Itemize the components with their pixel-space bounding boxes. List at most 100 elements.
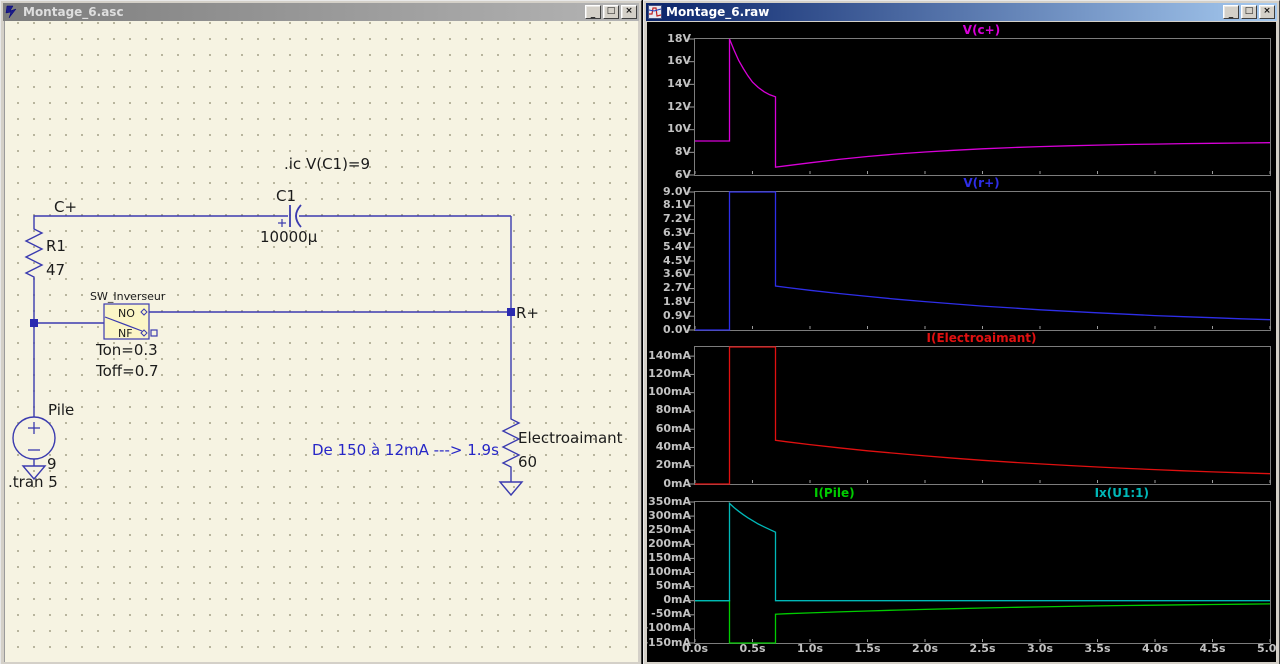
trace-Ix(U1:1) <box>695 501 1270 602</box>
pane-title-row: V(c+) <box>694 22 1269 38</box>
x-tick-label: 1.0s <box>796 642 824 655</box>
y-tick-label: 100mA <box>648 565 691 578</box>
y-tick-label: 120mA <box>648 366 691 380</box>
y-tick-label: 3.6V <box>663 267 691 281</box>
ltspice-schematic-icon <box>5 5 17 19</box>
plot-surface[interactable] <box>689 501 1271 644</box>
load-name-label[interactable]: Electroaimant <box>518 429 623 447</box>
trace-name-label[interactable]: V(r+) <box>963 176 1000 190</box>
schematic-canvas[interactable]: C+ R1 47 .ic V(C1)=9 C1 10000µ SW_Invers… <box>4 21 638 662</box>
y-tick-label: 250mA <box>648 522 691 536</box>
resistor-r1[interactable] <box>24 226 44 281</box>
pane-title-row: I(Pile) Ix(U1:1) <box>694 485 1269 501</box>
maximize-button[interactable]: □ <box>603 5 619 19</box>
y-axis-labels: 140mA 120mA 100mA 80mA 60mA 40mA 20mA 0mA <box>647 330 693 490</box>
ic-directive-label[interactable]: .ic V(C1)=9 <box>284 155 370 173</box>
x-axis-labels: 0.0s 0.5s 1.0s 1.5s 2.0s 2.5s 3.0s 3.5s 4.0s 4.5s… <box>647 642 1276 658</box>
comment-label[interactable]: De 150 à 12mA ---> 1.9s <box>312 441 499 459</box>
pile-value-label[interactable]: 9 <box>47 455 57 473</box>
y-tick-label: 6.3V <box>663 225 691 239</box>
y-tick-label: 20mA <box>655 458 691 472</box>
pane-title-row: I(Electroaimant) <box>694 330 1269 346</box>
waveform-plot-area[interactable]: V(c+) 18V 16V 14V 12V 10V 8V 6V V(r+) 9.0V 8.1V… <box>647 22 1276 662</box>
voltage-source-body[interactable] <box>12 416 56 460</box>
minimize-button[interactable]: _ <box>1223 5 1239 19</box>
switch-name-label[interactable]: SW_Inverseur <box>90 290 166 303</box>
y-tick-label: -50mA <box>651 607 691 621</box>
y-tick-label: 18V <box>667 31 691 45</box>
y-tick-label: 0.0V <box>663 322 691 336</box>
plot-pane-ielectro: I(Electroaimant) 140mA 120mA 100mA 80mA 60mA… <box>647 330 1276 490</box>
y-tick-label: 0mA <box>663 593 691 607</box>
waveform-icon <box>648 5 662 19</box>
net-label-c-plus[interactable]: C+ <box>54 198 77 216</box>
r1-name-label[interactable]: R1 <box>46 237 66 255</box>
y-tick-label: 9.0V <box>663 184 691 198</box>
close-button[interactable]: × <box>1259 5 1275 19</box>
capacitor-c1[interactable] <box>278 204 302 228</box>
y-tick-label: 1.8V <box>663 294 691 308</box>
voltage-source-pile[interactable] <box>12 416 56 460</box>
waveform-window: Montage_6.raw _ □ × V(c+) 18V 16V 14V 12V 10… <box>643 0 1280 664</box>
y-tick-label: 6V <box>674 167 691 181</box>
r1-value-label[interactable]: 47 <box>46 261 65 279</box>
switch-pin-nf-marker <box>140 329 148 337</box>
trace-V(r+) <box>695 191 1271 331</box>
ground-symbol-load[interactable] <box>498 481 524 497</box>
close-button[interactable]: × <box>621 5 637 19</box>
resistor-electroaimant-body[interactable] <box>501 416 521 471</box>
y-axis-labels: 18V 16V 14V 12V 10V 8V 6V <box>647 22 693 181</box>
schematic-window-titlebar[interactable]: Montage_6.asc _ □ × <box>3 3 639 21</box>
trace-name-label[interactable]: I(Electroaimant) <box>926 331 1037 345</box>
trace-name-label[interactable]: I(Pile) <box>813 486 855 500</box>
trace-name-label[interactable]: Ix(U1:1) <box>1094 486 1149 500</box>
switch-ton-label[interactable]: Ton=0.3 <box>95 341 158 359</box>
y-tick-label: 200mA <box>648 536 691 550</box>
x-tick-label: 3.5s <box>1084 642 1111 655</box>
plot-surface[interactable] <box>689 346 1271 485</box>
y-axis-labels: 9.0V 8.1V 7.2V 6.3V 5.4V 4.5V 3.6V 2.7V 1.8V 0.9V… <box>647 175 693 336</box>
net-label-r-plus[interactable]: R+ <box>516 304 539 322</box>
plot-surface[interactable] <box>689 38 1271 176</box>
y-tick-label: 350mA <box>648 494 691 508</box>
plot-pane-vc: V(c+) 18V 16V 14V 12V 10V 8V 6V <box>647 22 1276 181</box>
trace-name-label[interactable]: V(c+) <box>962 23 1001 37</box>
plot-pane-vr: V(r+) 9.0V 8.1V 7.2V 6.3V 5.4V 4.5V 3.6V 2.7V 1.… <box>647 175 1276 336</box>
c1-value-label[interactable]: 10000µ <box>260 228 318 246</box>
minimize-button[interactable]: _ <box>585 5 601 19</box>
pile-name-label[interactable]: Pile <box>48 401 74 419</box>
y-tick-label: -100mA <box>647 621 691 635</box>
switch-lever <box>104 316 143 332</box>
switch-pin-no-marker <box>140 308 148 316</box>
maximize-button[interactable]: □ <box>1241 5 1257 19</box>
y-tick-label: -150mA <box>647 635 691 649</box>
y-tick-label: 10V <box>667 122 691 136</box>
pane-title-row: V(r+) <box>694 175 1269 191</box>
waveform-window-title: Montage_6.raw <box>666 5 770 19</box>
trace-V(c+) <box>695 38 1271 168</box>
y-tick-label: 50mA <box>655 579 691 593</box>
plot-surface[interactable] <box>689 191 1271 331</box>
wire-top-left[interactable] <box>33 215 288 226</box>
y-tick-label: 5.4V <box>663 239 691 253</box>
trace-I(Electroaimant) <box>695 346 1271 485</box>
c1-name-label[interactable]: C1 <box>276 187 296 205</box>
x-tick-label: 4.5s <box>1199 642 1226 655</box>
plot-pane-ipile: I(Pile) Ix(U1:1) 350mA 300mA 250mA 200mA 150m… <box>647 485 1276 649</box>
switch-toff-label[interactable]: Toff=0.7 <box>95 362 159 380</box>
switch-sw-inverseur[interactable] <box>103 303 158 340</box>
y-tick-label: 100mA <box>648 385 691 399</box>
y-tick-label: 16V <box>667 54 691 68</box>
ground-symbol-pile[interactable] <box>21 465 47 481</box>
y-tick-label: 2.7V <box>663 281 691 295</box>
load-value-label[interactable]: 60 <box>518 453 537 471</box>
waveform-window-titlebar[interactable]: Montage_6.raw _ □ × <box>646 3 1277 21</box>
resistor-r1-body[interactable] <box>24 226 44 281</box>
y-tick-label: 60mA <box>655 421 691 435</box>
y-tick-label: 7.2V <box>663 212 691 226</box>
y-tick-label: 300mA <box>648 508 691 522</box>
resistor-electroaimant[interactable] <box>501 416 521 471</box>
capacitor-plate-negative[interactable] <box>295 204 302 228</box>
tran-directive-label[interactable]: .tran 5 <box>8 473 58 491</box>
